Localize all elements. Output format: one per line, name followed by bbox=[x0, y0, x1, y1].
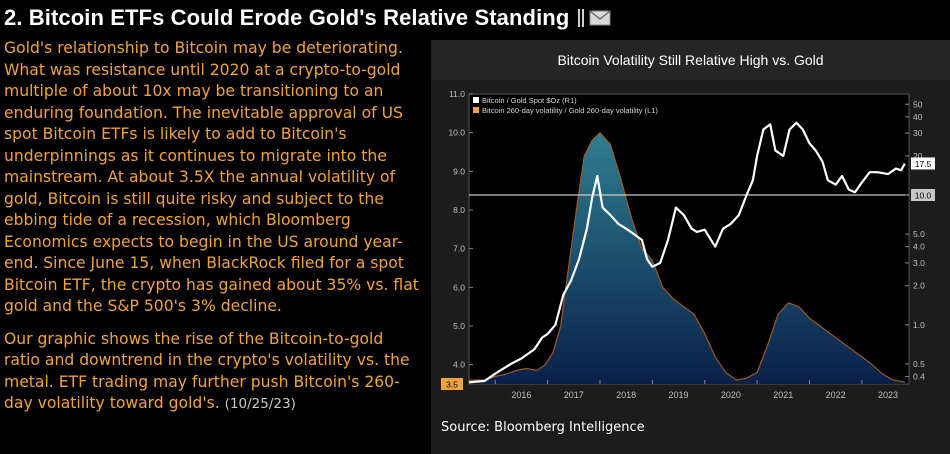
headline-row: 2. Bitcoin ETFs Could Erode Gold's Relat… bbox=[4, 2, 611, 34]
right-axis-tick-label: 30 bbox=[913, 128, 923, 138]
chart-title: Bitcoin Volatility Still Relative High v… bbox=[431, 40, 950, 80]
right-axis-tick-label: 50 bbox=[913, 99, 923, 109]
right-axis-tick-label: 0.4 bbox=[913, 371, 925, 381]
left-axis-tick-label: 4.0 bbox=[453, 360, 465, 370]
right-last-value-badge bbox=[911, 157, 935, 170]
legend-swatch bbox=[473, 97, 479, 103]
x-axis-tick-label: 2019 bbox=[669, 390, 689, 400]
left-axis-tick-label: 8.0 bbox=[453, 205, 465, 215]
x-axis-tick-label: 2021 bbox=[773, 390, 793, 400]
email-icon[interactable] bbox=[589, 9, 611, 27]
x-axis-tick-label: 2017 bbox=[564, 390, 584, 400]
reference-value-label: 10.0 bbox=[915, 191, 932, 201]
x-axis-tick-label: 2016 bbox=[511, 390, 531, 400]
left-axis-tick-label: 9.0 bbox=[453, 166, 465, 176]
right-axis-tick-label: 20 bbox=[913, 151, 923, 161]
right-axis-tick-label: 40 bbox=[913, 112, 923, 122]
left-last-value-badge bbox=[441, 378, 463, 390]
left-last-value-label: 3.5 bbox=[446, 380, 458, 390]
chart-source: Source: Bloomberg Intelligence bbox=[441, 420, 645, 435]
right-axis-tick-label: 2.0 bbox=[913, 281, 925, 291]
x-axis-tick-label: 2018 bbox=[616, 390, 636, 400]
right-axis-tick-label: 4.0 bbox=[913, 242, 925, 252]
bookmark-icon[interactable] bbox=[577, 8, 587, 28]
share-icons bbox=[577, 8, 611, 28]
x-axis-tick-label: 2022 bbox=[826, 390, 846, 400]
article-body: Gold's relationship to Bitcoin may be de… bbox=[4, 38, 422, 416]
x-axis-tick-label: 2020 bbox=[721, 390, 741, 400]
article-paragraph-2: Our graphic shows the rise of the Bitcoi… bbox=[4, 329, 422, 416]
article-date: (10/25/23) bbox=[224, 396, 296, 412]
right-last-value-label: 17.5 bbox=[915, 159, 932, 169]
left-axis-tick-label: 7.0 bbox=[453, 244, 465, 254]
article-paragraph-2-text: Our graphic shows the rise of the Bitcoi… bbox=[4, 329, 410, 413]
legend-entry: Bitcoin / Gold Spot $Oz (R1) bbox=[482, 96, 577, 105]
chart-plot: 4.0 5.0 6.0 7.0 8.0 9.0 10.0 11.0 0.4 0.5 1.0 2.0 3.… bbox=[441, 89, 935, 400]
legend-entry: Bitcoin 260-day volatility / Gold 260-da… bbox=[482, 106, 658, 115]
left-axis-tick-label: 6.0 bbox=[453, 282, 465, 292]
right-axis-tick-label: 0.5 bbox=[913, 359, 925, 369]
reference-value-badge bbox=[911, 189, 935, 202]
chart-card: Bitcoin Volatility Still Relative High v… bbox=[431, 40, 950, 454]
x-axis-tick-label: 2023 bbox=[878, 390, 898, 400]
legend-swatch bbox=[473, 107, 479, 113]
left-axis-tick-label: 11.0 bbox=[449, 89, 465, 99]
page-title: 2. Bitcoin ETFs Could Erode Gold's Relat… bbox=[4, 5, 570, 30]
left-axis-tick-label: 10.0 bbox=[448, 128, 465, 138]
volatility-outline bbox=[469, 131, 905, 383]
volatility-area bbox=[469, 132, 905, 384]
right-axis-tick-label: 5.0 bbox=[913, 229, 925, 239]
article-paragraph-1: Gold's relationship to Bitcoin may be de… bbox=[4, 39, 419, 315]
bitcoin-gold-ratio-line bbox=[468, 121, 906, 384]
left-axis-tick-label: 5.0 bbox=[453, 321, 465, 331]
right-axis-tick-label: 3.0 bbox=[913, 258, 925, 268]
right-axis-tick-label: 1.0 bbox=[913, 320, 925, 330]
